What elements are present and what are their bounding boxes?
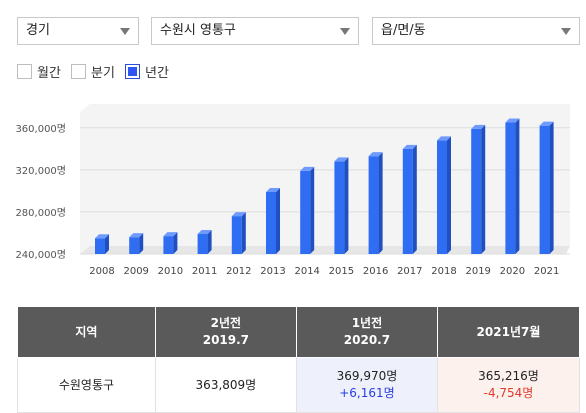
cell-current: 365,216명 -4,754명 [436, 357, 581, 413]
bar-front [471, 128, 482, 254]
chevron-down-icon [120, 28, 130, 35]
table-header-row: 지역 2년전 2019.7 1년전 2020.7 2021년7월 [17, 306, 581, 358]
city-select[interactable]: 수원시 영통구 [151, 17, 359, 45]
period-yearly-checkbox[interactable]: 년간 [125, 61, 169, 81]
bar-front [334, 161, 345, 254]
table-row: 수원영통구 363,809명 369,970명 +6,161명 365,216명… [17, 357, 581, 413]
y-tick-label: 360,000명 [15, 123, 66, 135]
bar-front [231, 216, 242, 254]
bar-front [95, 238, 105, 254]
bar-side [241, 212, 246, 254]
population-summary-table: 지역 2년전 2019.7 1년전 2020.7 2021년7월 수원영통구 363… [17, 306, 581, 413]
bar-side [378, 152, 383, 254]
header-current: 2021년7월 [436, 306, 581, 358]
bar-side [344, 157, 349, 254]
bar-front [402, 148, 413, 254]
cell-two-years-ago: 363,809명 [154, 357, 297, 413]
bar-top [163, 232, 178, 237]
bar-front [539, 125, 550, 254]
x-tick-label: 2015 [329, 266, 354, 277]
bar-front [129, 237, 140, 254]
bar-front [300, 170, 311, 254]
bar-top [368, 152, 383, 157]
town-select[interactable]: 읍/면/동 [372, 17, 580, 45]
bar-side [139, 233, 144, 254]
bar-top [231, 212, 246, 217]
period-yearly-label: 년간 [145, 65, 169, 81]
period-quarterly-checkbox[interactable]: 분기 [71, 61, 115, 81]
bar-top [505, 118, 520, 123]
cell-one-year-ago: 369,970명 +6,161명 [295, 357, 438, 413]
x-tick-label: 2013 [260, 266, 285, 277]
bar-top [300, 166, 315, 171]
province-select[interactable]: 경기 [17, 17, 139, 45]
checkbox-checked-icon [125, 63, 140, 79]
bar-top [129, 233, 144, 238]
y-tick-label: 280,000명 [15, 207, 66, 219]
bar-front [266, 191, 276, 254]
cell-region: 수원영통구 [17, 357, 156, 413]
chevron-down-icon [561, 28, 571, 35]
bar-side [515, 118, 520, 254]
bar-front [163, 236, 174, 254]
bar-side [481, 124, 486, 255]
current-delta: -4,754명 [483, 386, 534, 400]
x-tick-label: 2018 [431, 266, 456, 277]
x-tick-label: 2012 [226, 266, 251, 277]
header-one-year-ago: 1년전 2020.7 [295, 306, 438, 358]
bar-front [197, 234, 208, 254]
bar-front [368, 156, 379, 254]
chevron-down-icon [340, 28, 350, 35]
one-year-ago-value: 369,970명 [336, 369, 398, 383]
bar-side [310, 166, 315, 254]
town-select-value: 읍/면/동 [381, 23, 426, 38]
x-tick-label: 2016 [363, 266, 388, 277]
period-monthly-label: 월간 [37, 65, 61, 81]
bar-top [95, 234, 109, 239]
one-year-ago-delta: +6,161명 [339, 386, 395, 400]
period-quarterly-label: 분기 [91, 65, 115, 81]
x-tick-label: 2017 [397, 266, 422, 277]
x-tick-label: 2011 [192, 266, 217, 277]
x-tick-label: 2021 [534, 266, 559, 277]
bar-side [276, 187, 280, 254]
bar-side [412, 144, 417, 254]
bar-side [173, 232, 178, 254]
bar-top [471, 124, 486, 129]
x-tick-label: 2010 [158, 266, 183, 277]
bar-top [437, 136, 451, 141]
bar-front [505, 122, 516, 254]
x-tick-label: 2009 [123, 266, 148, 277]
y-tick-label: 320,000명 [15, 165, 66, 177]
bar-front [437, 140, 447, 254]
y-tick-label: 240,000명 [15, 249, 66, 261]
bar-side [207, 230, 212, 254]
x-tick-label: 2008 [89, 266, 114, 277]
bar-side [549, 121, 554, 254]
x-tick-label: 2014 [294, 266, 319, 277]
city-select-value: 수원시 영통구 [160, 23, 236, 38]
bar-top [197, 230, 212, 235]
bar-top [539, 121, 554, 126]
x-tick-label: 2019 [465, 266, 490, 277]
checkbox-icon [71, 63, 86, 79]
bar-top [266, 187, 280, 192]
bar-top [334, 157, 349, 162]
chart-floor [80, 246, 570, 254]
checkbox-icon [17, 63, 32, 79]
header-two-years-ago: 2년전 2019.7 [154, 306, 297, 358]
population-bar-chart: 240,000명 280,000명 320,000명 360,000명 2008 2009… [15, 104, 570, 277]
x-tick-label: 2020 [500, 266, 525, 277]
bar-side [105, 234, 109, 254]
header-region: 지역 [17, 306, 156, 358]
province-select-value: 경기 [26, 23, 50, 38]
bar-side [447, 136, 451, 254]
chart-back-wall [80, 104, 570, 254]
bar-top [402, 144, 417, 149]
period-monthly-checkbox[interactable]: 월간 [17, 61, 61, 81]
top-hint-text [17, 0, 417, 7]
current-value: 365,216명 [478, 369, 539, 383]
